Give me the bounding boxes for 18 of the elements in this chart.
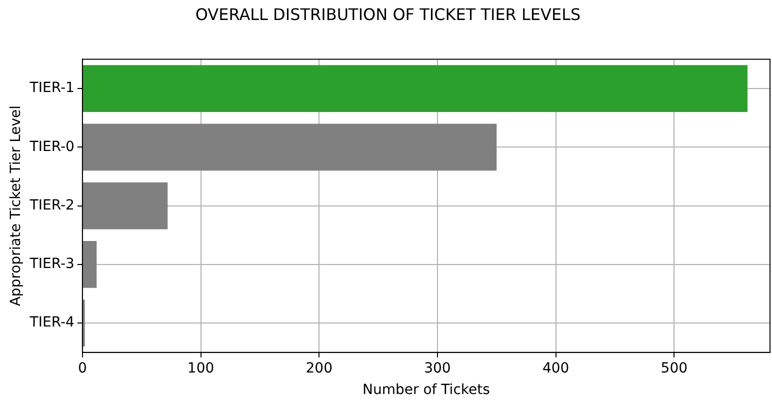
bar xyxy=(82,65,748,112)
bar xyxy=(82,240,97,288)
y-tick-label: TIER-3 xyxy=(28,256,74,272)
y-tick-label: TIER-4 xyxy=(28,314,75,331)
x-tick-label: 500 xyxy=(660,360,688,376)
chart-title: OVERALL DISTRIBUTION OF TICKET TIER LEVELS xyxy=(195,4,581,24)
y-tick-label: TIER-1 xyxy=(28,80,74,96)
x-tick-label: 0 xyxy=(78,360,87,376)
x-axis-title: Number of Tickets xyxy=(362,382,490,398)
y-tick-label: TIER-0 xyxy=(28,138,74,155)
y-tick-label: TIER-2 xyxy=(28,197,74,214)
y-axis-title: Appropriate Ticket Tier Level xyxy=(8,105,24,306)
x-tick-label: 400 xyxy=(542,360,570,376)
bar xyxy=(82,124,497,171)
x-tick-label: 100 xyxy=(187,360,214,376)
x-tick-label: 200 xyxy=(306,360,332,376)
bar xyxy=(82,182,168,230)
x-tick-label: 300 xyxy=(424,360,451,376)
